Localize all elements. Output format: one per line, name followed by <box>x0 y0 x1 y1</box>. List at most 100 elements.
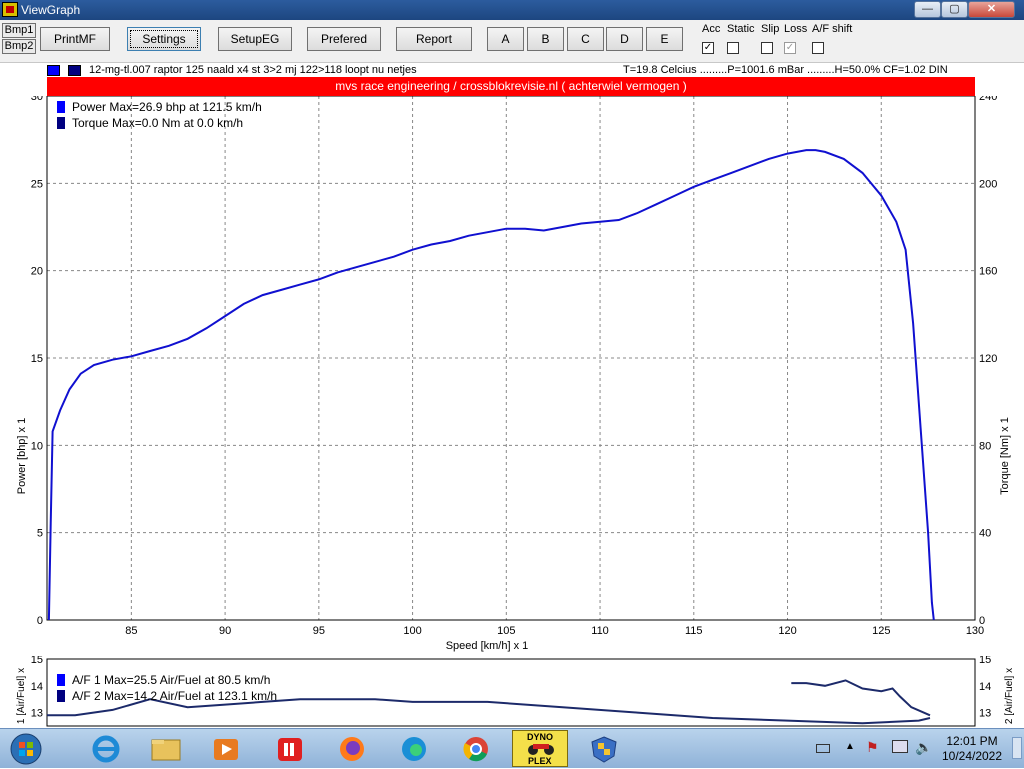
clock-date: 10/24/2022 <box>941 749 1003 763</box>
legend-label: A/F 2 Max=14.2 Air/Fuel at 123.1 km/h <box>72 689 277 703</box>
chrome-icon[interactable] <box>454 732 498 766</box>
notification-icon[interactable] <box>1012 737 1022 759</box>
x-axis-label: Speed [km/h] x 1 <box>446 640 529 652</box>
legend-label: A/F 1 Max=25.5 Air/Fuel at 80.5 km/h <box>72 673 270 687</box>
afshift-label: A/F shift <box>812 23 853 35</box>
y-tick-label: 10 <box>31 440 43 452</box>
y-tick-label: 25 <box>31 178 43 190</box>
x-tick-label: 95 <box>313 625 325 637</box>
x-tick-label: 110 <box>591 625 609 637</box>
volume-icon[interactable]: 🔈 <box>915 739 933 755</box>
y-tick-label: 0 <box>37 615 43 627</box>
acc-checkbox[interactable]: ✓ <box>702 42 714 54</box>
y-tick-label: 30 <box>31 96 43 103</box>
tray-clock[interactable]: 12:01 PM 10/24/2022 <box>938 734 1006 764</box>
static-label: Static <box>727 23 755 35</box>
plot-frame <box>46 96 976 621</box>
close-button[interactable]: ✕ <box>968 1 1015 18</box>
dyno-label: DYNO <box>527 732 554 742</box>
x-tick-label: 105 <box>497 625 515 637</box>
static-checkbox[interactable] <box>727 42 739 54</box>
app-icon-red[interactable] <box>268 732 312 766</box>
y-tick-label: 20 <box>31 266 43 278</box>
dynoplex-taskbar-button[interactable]: DYNO PLEX <box>512 730 568 767</box>
af2-axis-label: 2 [Air/Fuel] x <box>1004 668 1015 724</box>
e-button[interactable]: E <box>646 27 683 51</box>
clock-time: 12:01 PM <box>946 734 998 748</box>
tray-expand-icon[interactable]: ▲ <box>845 741 855 752</box>
keyboard-icon[interactable] <box>816 744 830 753</box>
c-button[interactable]: C <box>567 27 604 51</box>
edge-icon[interactable] <box>392 732 436 766</box>
report-button[interactable]: Report <box>396 27 472 51</box>
series-line-a-f-2 <box>791 679 931 717</box>
legend-swatch <box>57 674 65 686</box>
prefered-button[interactable]: Prefered <box>307 27 381 51</box>
maximize-button[interactable]: ▢ <box>941 1 968 18</box>
bmp1-button[interactable]: Bmp1 <box>2 23 36 38</box>
x-tick-label: 125 <box>872 625 890 637</box>
acc-label: Acc <box>702 23 721 35</box>
printmf-button[interactable]: PrintMF <box>40 27 110 51</box>
conditions-text: T=19.8 Celcius .........P=1001.6 mBar ..… <box>623 64 948 76</box>
slip-checkbox[interactable] <box>761 42 773 54</box>
x-tick-label: 130 <box>966 625 984 637</box>
legend-label: Power Max=26.9 bhp at 121.5 km/h <box>72 100 262 114</box>
file-explorer-icon[interactable] <box>144 732 188 766</box>
y2-tick-label: 120 <box>979 353 997 365</box>
series-line-power <box>47 149 935 621</box>
loss-checkbox[interactable]: ✓ <box>784 42 796 54</box>
y2-tick-label: 13 <box>979 708 991 720</box>
y2-tick-label: 240 <box>979 96 997 103</box>
start-button[interactable] <box>6 732 50 766</box>
y2-tick-label: 14 <box>979 681 991 693</box>
series-line-a-f-1 <box>47 698 931 725</box>
app-icon[interactable] <box>2 2 18 17</box>
minimize-button[interactable]: — <box>914 1 941 18</box>
y-tick-label: 13 <box>31 708 43 720</box>
power-chart: 85 90 95 100 105 110 115 120 125 1300510152025300… <box>16 96 1011 652</box>
legend-label: Torque Max=0.0 Nm at 0.0 km/h <box>72 116 243 130</box>
af1-axis-label: 1 [Air/Fuel] x <box>16 668 27 724</box>
window-title: ViewGraph <box>21 3 81 17</box>
afshift-checkbox[interactable] <box>812 42 824 54</box>
y-tick-label: 5 <box>37 528 43 540</box>
media-player-icon[interactable] <box>204 732 248 766</box>
internet-explorer-icon[interactable] <box>84 732 128 766</box>
x-tick-label: 120 <box>778 625 796 637</box>
air-fuel-chart: 13 14 15 13 14 15 A/F 1 Max=25.5 Air/Fuel at … <box>16 656 1015 727</box>
chart-banner: mvs race engineering / crossblokrevisie.… <box>47 77 975 96</box>
a-button[interactable]: A <box>487 27 524 51</box>
taskbar: DYNO PLEX ▲ ⚑ 🔈 12:01 PM 10/24/2022 <box>0 728 1024 768</box>
toolbar: Bmp1 Bmp2 PrintMF Settings SetupEG Prefe… <box>0 20 1024 63</box>
settings-button[interactable]: Settings <box>127 27 201 51</box>
plex-label: PLEX <box>528 756 552 766</box>
b-button[interactable]: B <box>527 27 564 51</box>
y-tick-label: 15 <box>31 656 43 666</box>
run-color-swatch-1 <box>47 65 60 76</box>
slip-label: Slip <box>761 23 780 35</box>
network-icon[interactable] <box>892 740 908 753</box>
action-center-flag-icon[interactable]: ⚑ <box>866 739 879 755</box>
plot-frame <box>46 658 976 727</box>
x-tick-label: 90 <box>219 625 231 637</box>
security-shield-icon[interactable] <box>578 732 630 766</box>
firefox-icon[interactable] <box>330 732 374 766</box>
legend-swatch <box>57 101 65 113</box>
setupeg-button[interactable]: SetupEG <box>218 27 292 51</box>
y2-tick-label: 15 <box>979 656 991 666</box>
x-tick-label: 85 <box>125 625 137 637</box>
legend-swatch <box>57 690 65 702</box>
y-tick-label: 15 <box>31 353 43 365</box>
y2-tick-label: 200 <box>979 178 997 190</box>
title-bar[interactable]: ViewGraph — ▢ ✕ <box>0 0 1024 20</box>
y2-tick-label: 160 <box>979 266 997 278</box>
run-color-swatch-2 <box>68 65 81 76</box>
y2-tick-label: 40 <box>979 528 991 540</box>
d-button[interactable]: D <box>606 27 643 51</box>
x-tick-label: 100 <box>403 625 421 637</box>
x-tick-label: 115 <box>685 625 703 637</box>
y2-axis-label: Torque [Nm] x 1 <box>999 417 1011 495</box>
bmp2-button[interactable]: Bmp2 <box>2 39 36 54</box>
run-name: 12-mg-tl.007 raptor 125 naald x4 st 3>2 … <box>89 64 417 76</box>
